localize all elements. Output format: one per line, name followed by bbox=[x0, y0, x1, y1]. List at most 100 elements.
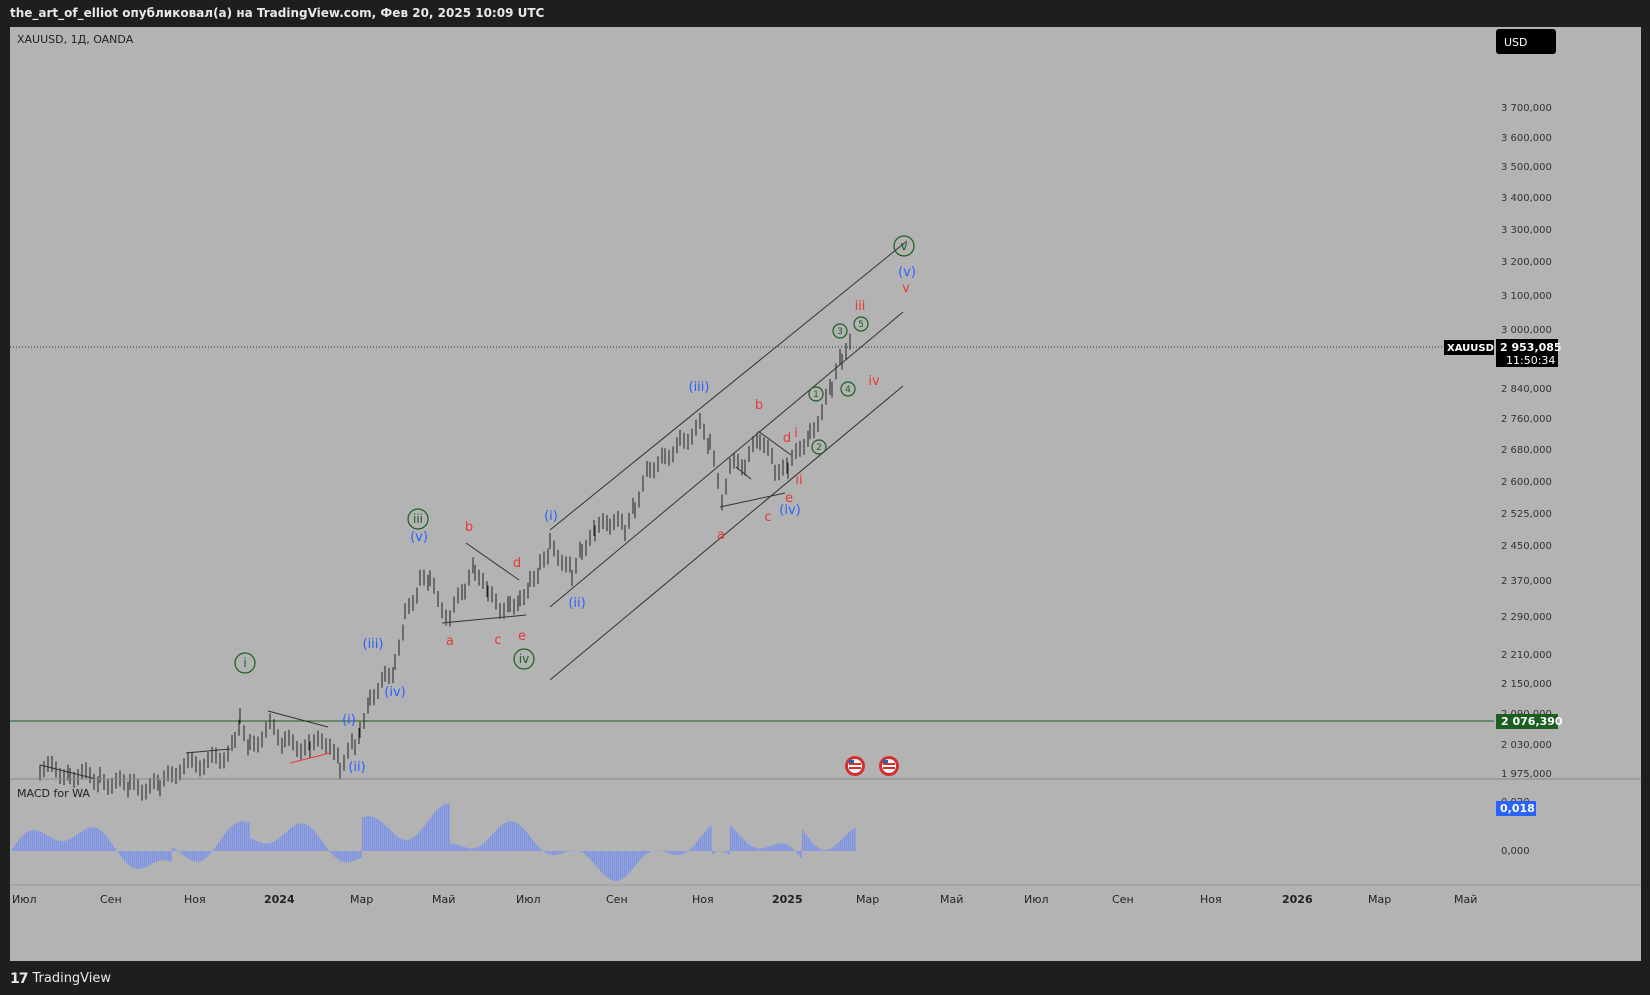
wave-label-red: iii bbox=[855, 299, 866, 314]
time-axis-label: Июл bbox=[12, 893, 37, 906]
wave-label-red: c bbox=[494, 633, 501, 648]
price-axis-label: 2 840,000 bbox=[1501, 384, 1552, 395]
channel-middle-line bbox=[549, 311, 904, 608]
time-axis-label: 2024 bbox=[264, 893, 295, 906]
ticker-tag: XAUUSD bbox=[1444, 340, 1494, 355]
price-axis-label: 3 300,000 bbox=[1501, 225, 1552, 236]
price-axis-label: 2 680,000 bbox=[1501, 445, 1552, 456]
price-axis-label: 3 600,000 bbox=[1501, 133, 1552, 144]
footer: 17 TradingView bbox=[0, 962, 1650, 995]
tradingview-logo-icon: 17 bbox=[10, 970, 29, 987]
price-axis-label: 2 450,000 bbox=[1501, 541, 1552, 552]
time-axis-label: Май bbox=[940, 893, 963, 906]
wave-label-red: c bbox=[764, 510, 771, 525]
macd-axis-label: 0,000 bbox=[1501, 846, 1530, 857]
wave-label-circled: v bbox=[893, 235, 915, 257]
price-bars bbox=[39, 333, 851, 801]
wave-label-blue: (i) bbox=[544, 509, 558, 524]
chart-area[interactable]: XAUUSD, 1Д, OANDA USD 3 700,000 3 600,000… bbox=[10, 27, 1641, 961]
price-axis-label: 2 600,000 bbox=[1501, 477, 1552, 488]
triangle1-bottom bbox=[441, 614, 527, 624]
event-flag-icon[interactable] bbox=[845, 756, 865, 776]
wave-label-circled: 2 bbox=[811, 439, 827, 455]
macd-value-tag: 0,018 bbox=[1496, 801, 1536, 816]
current-price-tag: 2 953,085 11:50:34 bbox=[1496, 339, 1562, 367]
time-axis-label: Мар bbox=[1368, 893, 1391, 906]
price-axis-label: 2 760,000 bbox=[1501, 414, 1552, 425]
wave-label-red: d bbox=[783, 431, 791, 446]
wave-label-red: e bbox=[785, 491, 793, 506]
price-axis-label: 3 700,000 bbox=[1501, 103, 1552, 114]
svg-text:1: 1 bbox=[813, 390, 819, 400]
time-axis-label: Июл bbox=[516, 893, 541, 906]
time-axis-label: Ноя bbox=[1200, 893, 1222, 906]
publication-header: the_art_of_elliot опубликовал(а) на Trad… bbox=[0, 0, 1650, 27]
triangle2-bottom bbox=[719, 492, 786, 508]
triangle2-top bbox=[757, 430, 792, 456]
svg-text:0,018: 0,018 bbox=[1500, 802, 1535, 815]
time-axis-label: Ноя bbox=[692, 893, 714, 906]
time-axis-label: Мар bbox=[350, 893, 373, 906]
triangle-far-left bbox=[39, 764, 97, 780]
wave-label-red: b bbox=[755, 398, 763, 413]
time-axis-label: Сен bbox=[606, 893, 628, 906]
svg-text:2 076,390: 2 076,390 bbox=[1501, 715, 1563, 728]
wave-label-blue: (ii) bbox=[568, 596, 585, 611]
price-axis-label: 1 975,000 bbox=[1501, 769, 1552, 780]
svg-text:XAUUSD: XAUUSD bbox=[1447, 343, 1494, 354]
wave-label-red: iv bbox=[868, 374, 880, 389]
time-axis-label: Мар bbox=[856, 893, 879, 906]
price-axis-label: 3 100,000 bbox=[1501, 291, 1552, 302]
event-flag-icon[interactable] bbox=[879, 756, 899, 776]
time-axis-label: Июл bbox=[1024, 893, 1049, 906]
wave-label-circled: iv bbox=[513, 648, 535, 670]
price-axis-label: 2 370,000 bbox=[1501, 576, 1552, 587]
symbol-label: XAUUSD, 1Д, OANDA bbox=[17, 33, 134, 46]
wave-label-red: i bbox=[794, 426, 798, 441]
wave-label-blue: (v) bbox=[410, 530, 428, 545]
tradingview-logo[interactable]: 17 TradingView bbox=[10, 971, 111, 987]
time-axis[interactable]: Июл Сен Ноя 2024 Мар Май Июл Сен Ноя 2025 Мар Май Ию… bbox=[12, 893, 1477, 906]
channel-upper-line bbox=[549, 240, 908, 531]
wave-label-red: a bbox=[446, 634, 454, 649]
publication-title: the_art_of_elliot опубликовал(а) на Trad… bbox=[10, 6, 545, 20]
wave-label-circled: 1 bbox=[808, 386, 824, 402]
wave-label-blue: (v) bbox=[898, 265, 916, 280]
wave-label-blue: (ii) bbox=[348, 760, 365, 775]
wave-label-blue: (iii) bbox=[689, 380, 710, 395]
level-price-tag: 2 076,390 bbox=[1496, 714, 1563, 729]
wave-label-blue: (iv) bbox=[384, 685, 405, 700]
price-axis[interactable]: 3 700,000 3 600,000 3 500,000 3 400,000 3 30… bbox=[1501, 103, 1552, 780]
triangle0-left bbox=[185, 748, 231, 754]
trend-channel[interactable] bbox=[549, 240, 908, 681]
time-axis-label: Сен bbox=[100, 893, 122, 906]
price-axis-label: 2 150,000 bbox=[1501, 679, 1552, 690]
currency-button[interactable]: USD bbox=[1496, 29, 1556, 54]
red-trendline[interactable] bbox=[289, 752, 331, 764]
macd-histogram bbox=[12, 803, 856, 881]
time-axis-label: Сен bbox=[1112, 893, 1134, 906]
channel-lower-line bbox=[549, 385, 904, 681]
triangle0-top bbox=[267, 710, 329, 728]
price-axis-label: 3 200,000 bbox=[1501, 257, 1552, 268]
price-axis-label: 2 210,000 bbox=[1501, 650, 1552, 661]
time-axis-label: Май bbox=[432, 893, 455, 906]
svg-text:11:50:34: 11:50:34 bbox=[1506, 354, 1555, 367]
triangle-patterns[interactable] bbox=[39, 430, 792, 780]
wave-label-circled: 4 bbox=[840, 381, 856, 397]
footer-brand: TradingView bbox=[32, 971, 112, 986]
wave-label-red: d bbox=[513, 556, 521, 571]
price-axis-label: 3 400,000 bbox=[1501, 193, 1552, 204]
price-axis-label: 3 000,000 bbox=[1501, 325, 1552, 336]
chart-svg[interactable]: XAUUSD, 1Д, OANDA USD 3 700,000 3 600,000… bbox=[10, 27, 1641, 961]
svg-text:4: 4 bbox=[845, 385, 851, 395]
wave-label-red: e bbox=[518, 629, 526, 644]
triangle1-top bbox=[465, 542, 520, 581]
svg-text:3: 3 bbox=[837, 327, 843, 337]
wave-label-circled: i bbox=[234, 652, 256, 674]
price-axis-label: 2 030,000 bbox=[1501, 740, 1552, 751]
svg-text:iv: iv bbox=[519, 652, 529, 666]
currency-label: USD bbox=[1504, 36, 1528, 49]
wave-label-blue: (iii) bbox=[363, 637, 384, 652]
time-axis-label: Май bbox=[1454, 893, 1477, 906]
